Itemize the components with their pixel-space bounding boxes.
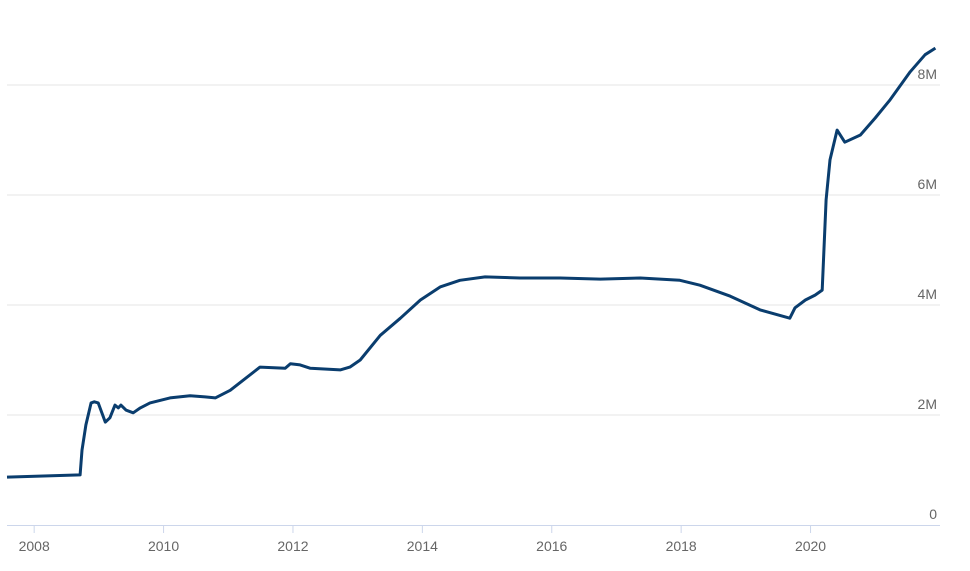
y-tick-label: 0	[929, 506, 937, 522]
x-tick-label: 2016	[536, 538, 567, 554]
x-tick-label: 2010	[148, 538, 179, 554]
x-tick-label: 2020	[795, 538, 826, 554]
y-tick-label: 6M	[918, 176, 937, 192]
x-tick-label: 2018	[666, 538, 697, 554]
x-tick-label: 2008	[19, 538, 50, 554]
y-tick-label: 4M	[918, 286, 937, 302]
x-tick-label: 2012	[277, 538, 308, 554]
y-tick-label: 2M	[918, 396, 937, 412]
y-tick-label: 8M	[918, 66, 937, 82]
data-line	[6, 46, 937, 479]
x-tick-label: 2014	[407, 538, 438, 554]
